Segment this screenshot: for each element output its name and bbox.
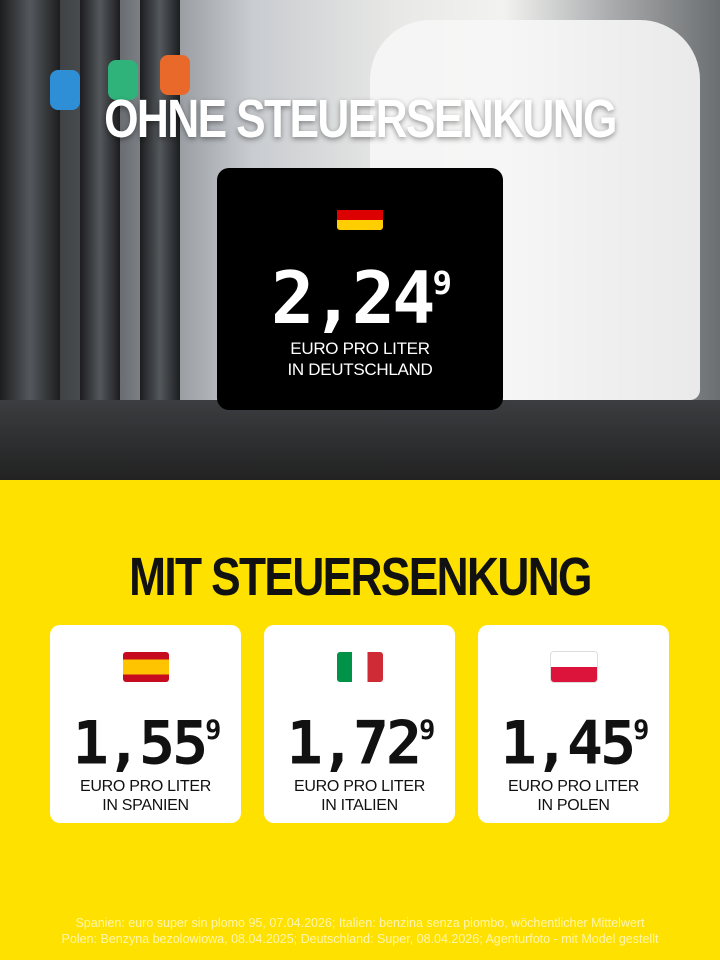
germany-unit: EURO PRO LITER IN DEUTSCHLAND bbox=[287, 339, 433, 380]
poland-unit: EURO PRO LITER IN POLEN bbox=[508, 778, 639, 815]
italy-unit: EURO PRO LITER IN ITALIEN bbox=[294, 778, 425, 815]
poland-price: 1,459 bbox=[500, 708, 650, 779]
spain-unit: EURO PRO LITER IN SPANIEN bbox=[80, 778, 211, 815]
poland-card: 1,459 EURO PRO LITER IN POLEN bbox=[478, 625, 669, 823]
italy-card: 1,729 EURO PRO LITER IN ITALIEN bbox=[264, 625, 455, 823]
italy-flag-icon bbox=[336, 652, 383, 682]
green-nozzle bbox=[108, 60, 138, 100]
blue-nozzle bbox=[50, 70, 80, 110]
spain-price: 1,559 bbox=[72, 708, 222, 779]
spain-flag-icon bbox=[122, 652, 169, 682]
footnote-line-2: Polen: Benzyna bezolowiowa, 08.04.2025; … bbox=[61, 932, 659, 946]
poland-flag-icon bbox=[550, 652, 597, 682]
title-without-tax-cut: OHNE STEUERSENKUNG bbox=[104, 89, 617, 149]
title-with-tax-cut: MIT STEUERSENKUNG bbox=[129, 547, 592, 607]
germany-price: 2,249 bbox=[271, 256, 452, 341]
ground bbox=[0, 400, 720, 480]
germany-price-box: 2,249 EURO PRO LITER IN DEUTSCHLAND bbox=[217, 168, 503, 410]
spain-card: 1,559 EURO PRO LITER IN SPANIEN bbox=[50, 625, 241, 823]
germany-flag-icon bbox=[337, 200, 383, 230]
footnote-line-1: Spanien: euro super sin plomo 95, 07.04.… bbox=[75, 916, 645, 930]
italy-price: 1,729 bbox=[286, 708, 436, 779]
source-footnote: Spanien: euro super sin plomo 95, 07.04.… bbox=[0, 915, 720, 947]
orange-nozzle bbox=[160, 55, 190, 95]
